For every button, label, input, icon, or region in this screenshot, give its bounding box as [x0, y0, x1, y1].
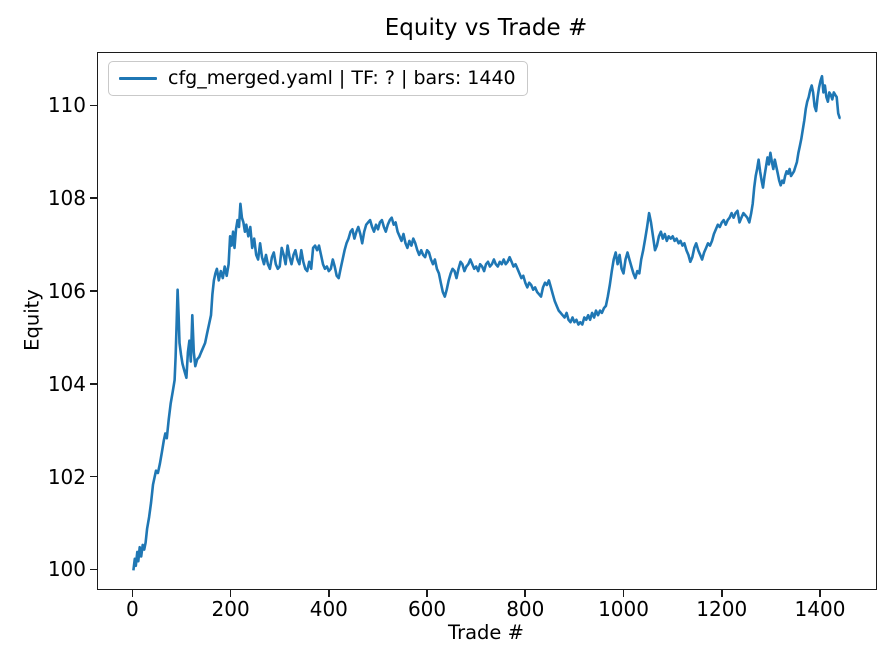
x-axis-label: Trade # — [448, 621, 524, 644]
legend-label: cfg_merged.yaml | TF: ? | bars: 1440 — [168, 67, 516, 89]
x-tick-label: 400 — [309, 597, 348, 621]
x-tick-label: 0 — [125, 597, 139, 621]
x-tick-mark — [229, 589, 232, 597]
y-tick-label: 106 — [47, 278, 86, 303]
x-tick-mark — [524, 589, 527, 597]
y-tick-mark — [90, 197, 97, 199]
y-tick-mark — [90, 568, 97, 571]
x-tick-mark — [131, 589, 134, 597]
y-tick-mark — [90, 290, 97, 292]
x-tick-mark — [622, 589, 625, 597]
x-tick-label: 1000 — [598, 597, 649, 621]
x-tick-mark — [720, 589, 723, 597]
x-tick-mark — [328, 589, 330, 597]
x-tick-label: 1200 — [696, 597, 748, 621]
legend: cfg_merged.yaml | TF: ? | bars: 1440 — [108, 61, 528, 96]
equity-curve-svg — [132, 74, 842, 571]
y-tick-label: 102 — [47, 464, 86, 489]
y-tick-label: 104 — [47, 371, 86, 396]
x-tick-mark — [819, 589, 821, 597]
chart-title: Equity vs Trade # — [384, 15, 588, 41]
y-tick-mark — [90, 104, 97, 107]
y-tick-label: 110 — [47, 93, 86, 118]
x-tick-label: 800 — [506, 597, 545, 621]
y-tick-label: 100 — [47, 557, 86, 582]
x-tick-mark — [426, 589, 428, 597]
x-tick-label: 200 — [211, 597, 250, 621]
legend-line-swatch — [119, 76, 157, 80]
equity-curve-line — [132, 74, 842, 571]
x-tick-label: 600 — [407, 597, 447, 621]
y-tick-label: 108 — [47, 186, 86, 211]
y-tick-mark — [90, 383, 97, 385]
x-tick-label: 1400 — [794, 597, 846, 621]
y-tick-mark — [90, 475, 97, 478]
plot-area: cfg_merged.yaml | TF: ? | bars: 1440 — [97, 52, 877, 590]
y-axis-label: Equity — [20, 289, 44, 351]
